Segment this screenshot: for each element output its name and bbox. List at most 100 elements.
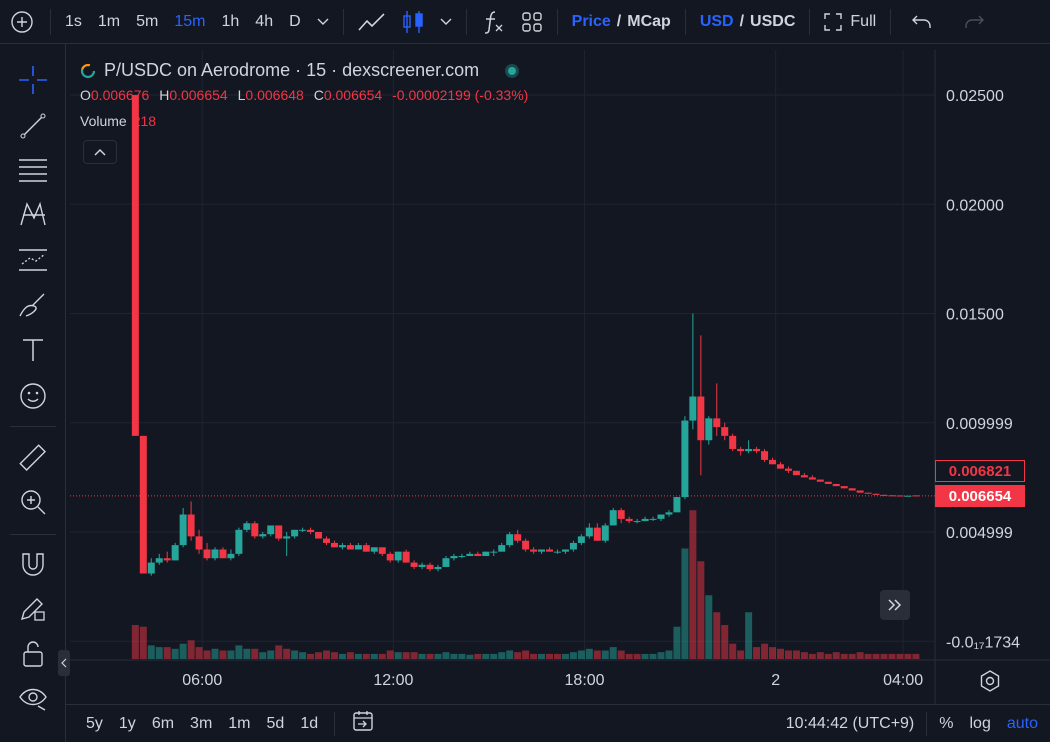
line-chart-button[interactable] [350,0,394,44]
undo-button[interactable] [903,0,941,44]
goto-date-button[interactable] [343,709,383,738]
collapse-legend-button[interactable] [83,140,117,164]
price-axis-label: 0.009999 [946,416,1013,433]
time-axis-label: 04:00 [883,672,923,689]
high-price-tag: 0.006821 [935,460,1025,482]
volume-bar [474,653,482,659]
chart-type-dropdown[interactable] [432,0,460,44]
candle-body [171,545,179,561]
currency-toggle[interactable]: USD / USDC [692,0,804,44]
function-icon [484,10,503,34]
grid-icon [521,11,542,32]
price-mcap-toggle[interactable]: Price / MCap [564,0,679,44]
candle-body [442,558,450,567]
prediction-tool[interactable] [13,242,53,278]
close-label: C [313,87,324,103]
unlock-icon [23,641,43,667]
loading-ring-icon [80,63,96,78]
candle-body [641,518,649,522]
candle-body [211,549,219,559]
pattern-tool[interactable] [13,196,53,232]
range-5y[interactable]: 5y [86,714,103,732]
bottom-toolbar: 5y 1y 6m 3m 1m 5d 1d 10:44:42 (UTC+9) % … [66,704,1050,742]
interval-1h[interactable]: 1h [221,12,240,30]
chart-settings-button[interactable] [977,668,1003,694]
fib-tool[interactable] [13,152,53,188]
interval-15m[interactable]: 15m [174,12,206,30]
range-1m[interactable]: 1m [228,714,251,732]
redo-button[interactable] [955,0,993,44]
indicators-button[interactable] [473,0,513,44]
range-6m[interactable]: 6m [151,714,175,732]
volume-bar [880,653,888,659]
add-symbol-button[interactable] [0,0,44,44]
trendline-icon [20,113,46,139]
crosshair-tool[interactable] [13,62,53,98]
zoom-in-tool[interactable] [13,484,53,520]
volume-bar [490,653,498,659]
candle-body [840,486,848,489]
candle-body [227,553,235,559]
trendline-tool[interactable] [13,108,53,144]
ruler-tool[interactable] [13,440,53,476]
log-scale-toggle[interactable]: log [969,714,991,732]
unlock-tool[interactable] [13,636,53,672]
range-1d[interactable]: 1d [300,714,319,732]
ohlc-row: O0.006676 H0.006654 L0.006648 C0.006654 … [80,87,528,103]
hide-drawings-tool[interactable] [13,680,53,716]
time-axis-label: 2 [771,672,780,689]
candle-body [848,488,856,491]
auto-scale-toggle[interactable]: auto [1006,714,1038,732]
price-axis-label: 0.02000 [946,197,1004,214]
candle-body [506,534,514,546]
volume-bar [163,647,171,659]
interval-dropdown[interactable] [309,0,337,44]
candle-body [370,547,378,552]
interval-1m[interactable]: 1m [97,12,121,30]
eye-icon [19,688,47,711]
brush-tool[interactable] [13,288,53,324]
fullscreen-button[interactable]: Full [816,0,884,44]
candle-body [291,529,299,537]
candle-body [195,536,203,550]
clock-display[interactable]: 10:44:42 (UTC+9) [785,714,915,732]
emoji-tool[interactable] [13,378,53,414]
volume-bar [235,645,243,659]
volume-bar [689,510,697,659]
interval-D[interactable]: D [289,12,301,30]
volume-bar [657,652,665,659]
layouts-button[interactable] [513,0,551,44]
range-1y[interactable]: 1y [118,714,136,732]
divider [926,711,928,736]
range-3m[interactable]: 3m [190,714,213,732]
interval-4h[interactable]: 4h [255,12,274,30]
volume-bar [888,653,896,659]
candle-body [163,558,171,561]
volume-bar [211,648,219,659]
candle-body [450,556,458,559]
volume-value: 218 [132,113,157,129]
interval-1s[interactable]: 1s [65,12,82,30]
volume-bar [259,652,267,659]
candle-body [649,518,657,520]
volume-bar [745,612,753,659]
close-value: 0.006654 [323,87,383,103]
divider [890,8,892,35]
collapse-toolbar-button[interactable] [58,650,70,676]
magnet-tool[interactable] [13,546,53,582]
candle-body [267,525,275,535]
candle-body [546,549,554,552]
volume-bar [299,652,307,659]
scroll-to-realtime-button[interactable] [880,590,910,620]
range-5d[interactable]: 5d [266,714,285,732]
percent-scale-toggle[interactable]: % [939,714,954,732]
interval-5m[interactable]: 5m [136,12,159,30]
candle-body [354,545,362,550]
candle-body [553,551,561,553]
volume-bar [904,653,912,659]
candle-body [665,512,673,515]
text-tool[interactable] [13,332,53,368]
candles-button[interactable] [394,0,432,44]
lock-drawings-tool[interactable] [13,590,53,626]
